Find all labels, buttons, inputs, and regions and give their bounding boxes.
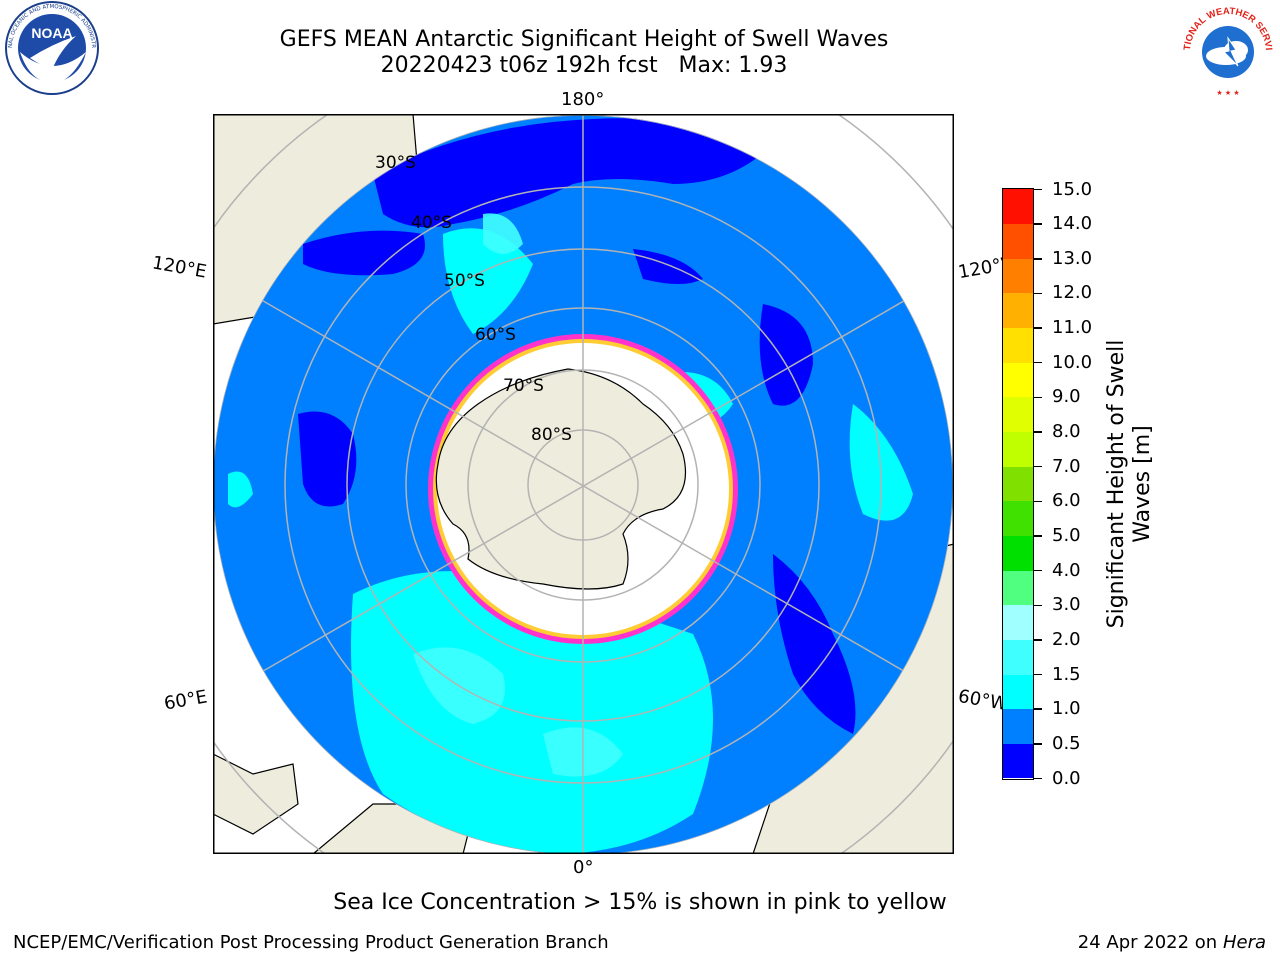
- colorbar-tick: [1034, 604, 1042, 606]
- colorbar-title: Significant Height of Swell Waves [m]: [1104, 184, 1156, 784]
- colorbar-tick: [1034, 361, 1042, 364]
- map-border: [213, 114, 954, 854]
- swell-1.5-2m-regions: [413, 213, 623, 777]
- noaa-logo: NOAA NATIONAL OCEANIC AND ATMOSPHERIC AD…: [0, 0, 99, 95]
- colorbar-tick-label: 0.5: [1052, 732, 1081, 754]
- lat-label-60s: 60°S: [475, 325, 516, 345]
- colorbar-tick: [1034, 535, 1042, 537]
- colorbar-tick: [1034, 223, 1042, 225]
- colorbar-tick-label: 10.0: [1052, 351, 1093, 373]
- colorbar-tick: [1034, 743, 1042, 745]
- nws-logo: NATIONAL WEATHER SERVICE ★ ★ ★: [1176, 0, 1274, 97]
- colorbar-segment: [1003, 743, 1033, 779]
- date-text: 24 Apr 2022 on: [1077, 932, 1223, 953]
- lon-label-120e: 120°E: [150, 252, 209, 283]
- sea-ice-footnote: Sea Ice Concentration > 15% is shown in …: [333, 890, 947, 915]
- colorbar-tick: [1034, 708, 1042, 710]
- polar-map: 30°S 40°S 50°S 60°S 70°S 80°S: [213, 114, 954, 854]
- noaa-logo-text: NOAA: [31, 25, 72, 41]
- colorbar-tick: [1034, 431, 1042, 433]
- colorbar-segment: [1003, 500, 1033, 536]
- colorbar-tick: [1034, 396, 1042, 399]
- swell-0-0.5m-regions: [298, 118, 856, 734]
- colorbar-tick: [1034, 569, 1042, 572]
- lon-label-180: 180°: [561, 89, 605, 110]
- lat-label-70s: 70°S: [503, 376, 544, 396]
- graticule: [213, 115, 953, 854]
- colorbar-title-line1: Significant Height of Swell: [1104, 339, 1129, 629]
- colorbar-tick: [1034, 639, 1042, 641]
- colorbar-segment: [1003, 604, 1033, 640]
- antarctica: [435, 368, 687, 590]
- colorbar-tick-label: 7.0: [1052, 455, 1081, 477]
- colorbar-tick-label: 2.0: [1052, 628, 1081, 650]
- lon-label-60e: 60°E: [162, 686, 209, 715]
- colorbar-segment: [1003, 258, 1033, 294]
- colorbar-segment: [1003, 189, 1033, 225]
- colorbar-tick-label: 12.0: [1052, 282, 1093, 304]
- svg-text:★ ★ ★: ★ ★ ★: [1216, 89, 1239, 97]
- colorbar-tick-label: 15.0: [1052, 178, 1093, 200]
- colorbar-tick: [1034, 777, 1042, 780]
- lat-label-50s: 50°S: [444, 271, 485, 291]
- colorbar-segment: [1003, 466, 1033, 502]
- colorbar: [1002, 188, 1034, 780]
- colorbar-tick-label: 3.0: [1052, 594, 1081, 616]
- colorbar-tick-label: 14.0: [1052, 213, 1093, 235]
- colorbar-segment: [1003, 639, 1033, 675]
- colorbar-segment: [1003, 674, 1033, 710]
- colorbar-tick-label: 13.0: [1052, 247, 1093, 269]
- colorbar-tick-label: 8.0: [1052, 421, 1081, 443]
- lat-label-80s: 80°S: [531, 425, 572, 445]
- colorbar-tick-label: 4.0: [1052, 559, 1081, 581]
- colorbar-tick: [1034, 327, 1042, 329]
- chart-title-line1: GEFS MEAN Antarctic Significant Height o…: [279, 27, 889, 52]
- colorbar-tick-label: 6.0: [1052, 490, 1081, 512]
- colorbar-tick-label: 9.0: [1052, 386, 1081, 408]
- colorbar-tick: [1034, 258, 1042, 260]
- machine-name: Hera: [1222, 932, 1266, 953]
- colorbar-tick-label: 0.0: [1052, 767, 1081, 789]
- lat-label-40s: 40°S: [411, 213, 452, 233]
- colorbar-tick-label: 5.0: [1052, 524, 1081, 546]
- chart-title-line2: 20220423 t06z 192h fcst Max: 1.93: [380, 53, 788, 78]
- colorbar-tick-label: 1.5: [1052, 663, 1081, 685]
- colorbar-tick: [1034, 673, 1042, 676]
- colorbar-tick-label: 11.0: [1052, 317, 1093, 339]
- colorbar-segment: [1003, 396, 1033, 433]
- colorbar-segment: [1003, 223, 1033, 259]
- colorbar-title-line2: Waves [m]: [1130, 425, 1155, 543]
- colorbar-segment: [1003, 292, 1033, 329]
- colorbar-tick: [1034, 465, 1042, 468]
- colorbar-tick: [1034, 292, 1042, 295]
- colorbar-segment: [1003, 708, 1033, 744]
- branch-credit: NCEP/EMC/Verification Post Processing Pr…: [13, 932, 609, 953]
- colorbar-segment: [1003, 327, 1033, 363]
- colorbar-tick: [1034, 188, 1042, 191]
- colorbar-segment: [1003, 570, 1033, 606]
- colorbar-segment: [1003, 431, 1033, 467]
- colorbar-segment: [1003, 362, 1033, 398]
- lon-label-0: 0°: [573, 857, 594, 878]
- lat-label-30s: 30°S: [375, 153, 416, 173]
- colorbar-tick: [1034, 500, 1042, 503]
- colorbar-segment: [1003, 535, 1033, 571]
- colorbar-tick-label: 1.0: [1052, 698, 1081, 720]
- date-stamp: 24 Apr 2022 on Hera: [1078, 932, 1266, 953]
